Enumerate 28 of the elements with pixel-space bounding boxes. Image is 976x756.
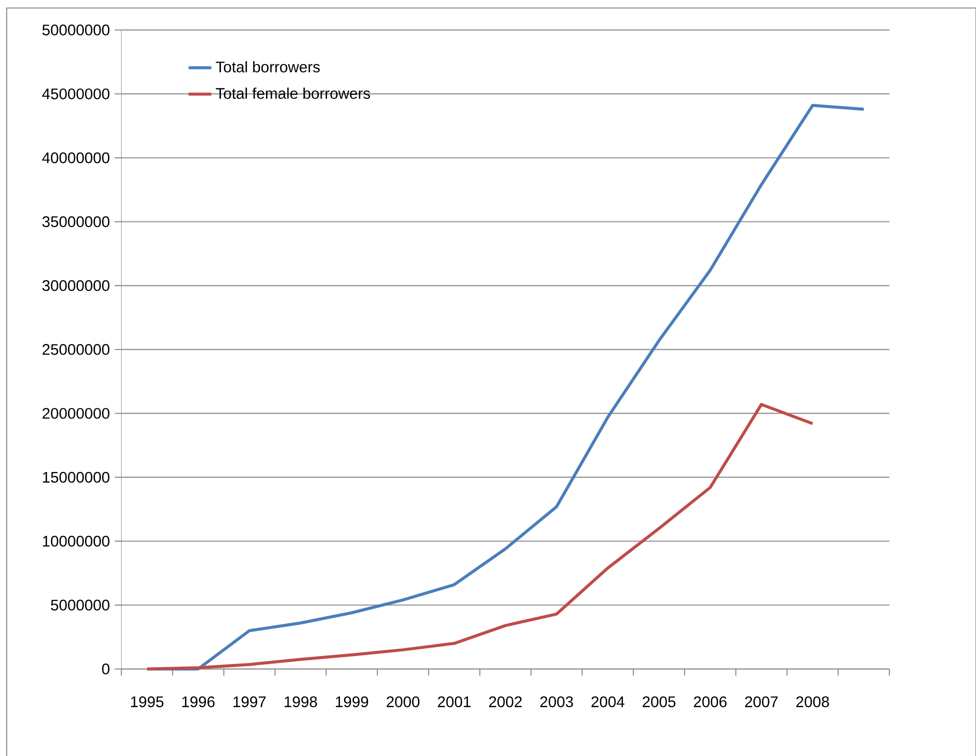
x-tick-label: 2003 xyxy=(540,696,573,708)
x-tick-label: 2007 xyxy=(745,696,778,708)
x-tick-label: 1998 xyxy=(284,696,317,708)
x-tick-label: 2000 xyxy=(386,696,420,708)
legend-label: Total female borrowers xyxy=(216,88,370,99)
y-tick-label: 50000000 xyxy=(42,24,110,36)
x-tick-label: 1999 xyxy=(336,696,368,708)
legend-label: Total borrowers xyxy=(216,61,320,72)
y-tick-label: 30000000 xyxy=(42,280,110,292)
x-tick-label: 2008 xyxy=(796,696,829,708)
x-tick-label: 2005 xyxy=(642,696,676,708)
x-tick-label: 1997 xyxy=(234,696,266,708)
y-tick-label: 40000000 xyxy=(42,152,110,164)
x-tick-label: 2001 xyxy=(438,696,470,708)
y-tick-label: 0 xyxy=(102,664,110,674)
y-tick-label: 5000000 xyxy=(50,600,110,611)
y-tick-label: 35000000 xyxy=(42,216,110,228)
y-tick-label: 20000000 xyxy=(42,408,110,419)
x-tick-label: 2006 xyxy=(694,696,727,708)
y-tick-label: 45000000 xyxy=(42,88,110,100)
y-tick-label: 10000000 xyxy=(42,536,110,547)
x-tick-label: 1996 xyxy=(182,696,215,708)
x-tick-label: 2002 xyxy=(489,696,522,708)
x-tick-label: 2004 xyxy=(592,696,624,708)
y-tick-label: 25000000 xyxy=(42,344,110,355)
y-tick-label: 15000000 xyxy=(42,472,110,483)
line-series xyxy=(146,402,814,670)
x-tick-label: 1995 xyxy=(131,696,164,708)
